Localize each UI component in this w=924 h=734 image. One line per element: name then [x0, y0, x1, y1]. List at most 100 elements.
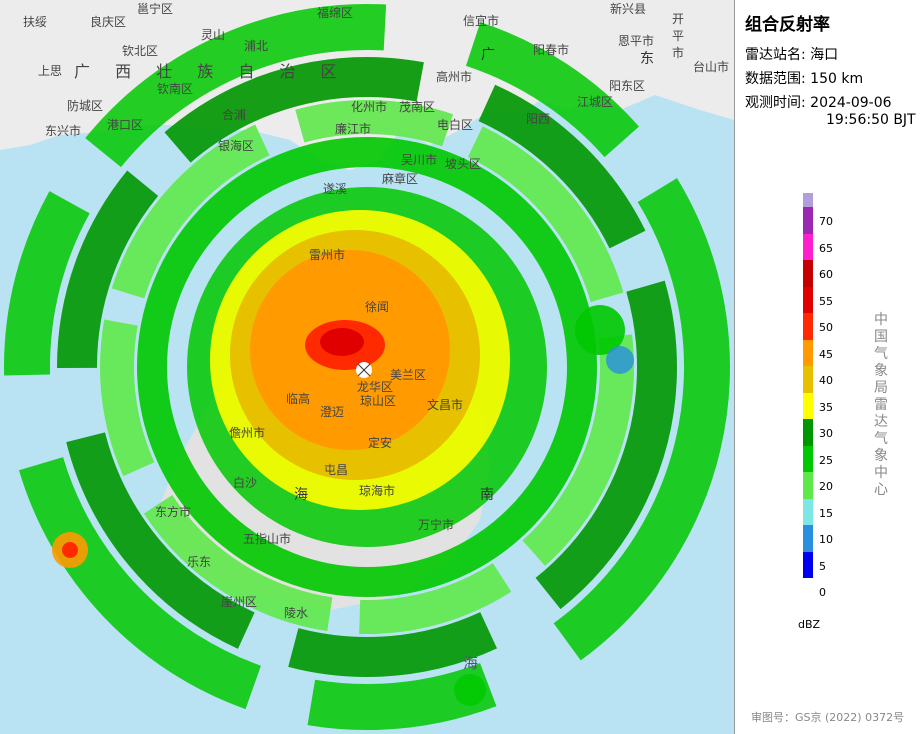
legend-swatch: [803, 193, 813, 207]
map-label: 陵水: [284, 606, 309, 620]
legend-tick-label: 50: [819, 321, 833, 334]
map-approval-number: 审图号：GS京 (2022) 0372号: [751, 711, 905, 724]
map-label: 银海区: [218, 139, 255, 153]
map-label: 广: [481, 47, 503, 63]
legend-swatch: [803, 392, 813, 419]
map-label: 临高: [286, 392, 311, 406]
legend-swatch: [803, 445, 813, 472]
map-label: 白沙: [233, 476, 258, 490]
range-row: 数据范围: 150 km: [745, 68, 863, 88]
map-label: 东兴市: [45, 124, 82, 138]
legend-swatch: [803, 551, 813, 578]
legend-tick-label: 70: [819, 215, 833, 228]
time-clock: 19:56:50 BJT: [826, 112, 916, 128]
map-label: 钦南区: [157, 82, 194, 96]
radar-image: [0, 0, 734, 730]
map-label: 南: [480, 487, 502, 503]
map-label: 阳西: [526, 112, 551, 126]
station-label: 雷达站名:: [745, 47, 806, 63]
map-label: 开平市: [672, 12, 685, 60]
legend-tick-label: 35: [819, 400, 833, 414]
map-label: 高州市: [436, 70, 473, 84]
time-label: 观测时间:: [745, 95, 806, 111]
legend-tick-label: 10: [819, 533, 833, 546]
map-label: 乐东: [187, 555, 212, 569]
legend-swatch: [803, 233, 813, 260]
legend-tick-label: 20: [819, 480, 833, 493]
legend-tick-label: 30: [819, 427, 833, 440]
legend-swatch: [803, 286, 813, 313]
legend-tick-label: 25: [819, 453, 833, 467]
map-label: 琼山区: [360, 394, 397, 408]
map-label: 雷州市: [309, 248, 346, 262]
legend-tick-label: 5: [819, 559, 826, 573]
map-label: 茂南区: [399, 100, 436, 114]
legend-tick-label: 55: [819, 294, 833, 308]
legend-swatch: [803, 366, 813, 393]
echo-layer: [4, 4, 730, 730]
map-label: 澄迈: [320, 405, 345, 419]
legend-swatch: [803, 525, 813, 552]
map-label: 坡头区: [445, 157, 482, 171]
legend-tick-label: 60: [819, 268, 833, 281]
map-label: 钦北区: [122, 44, 159, 58]
map-label: 福绵区: [317, 6, 354, 20]
map-label: 崖州区: [221, 595, 258, 609]
range-value: 150 km: [810, 71, 864, 87]
legend-swatch: [803, 472, 813, 499]
map-label: 定安: [368, 436, 393, 450]
map-label: 信宜市: [463, 14, 500, 28]
map-label: 吴川市: [401, 153, 438, 167]
time-date: 2024-09-06: [810, 95, 892, 111]
station-row: 雷达站名: 海口: [745, 44, 838, 64]
map-label: 广 西 壮 族 自 治 区: [74, 62, 347, 81]
map-label: 阳春市: [533, 43, 570, 57]
map-label: 麻章区: [382, 172, 419, 186]
radar-map[interactable]: 扶绥 良庆区 邕宁区 福绵区 信宜市 新兴县 开平市 钦北区 灵山 浦北 阳春市…: [0, 0, 734, 734]
color-legend: [803, 193, 813, 578]
map-label: 良庆区: [90, 15, 127, 29]
map-label: 琼海市: [359, 484, 396, 498]
map-label: 廉江市: [335, 122, 372, 136]
map-label: 扶绥: [23, 15, 48, 29]
map-label: 文昌市: [427, 398, 464, 412]
legend-tick-label: 15: [819, 506, 833, 520]
map-label: 美兰区: [390, 368, 427, 382]
legend-swatch: [803, 313, 813, 340]
legend-tick-label: 65: [819, 241, 833, 255]
map-label: 徐闻: [365, 300, 390, 314]
map-label: 台山市: [693, 60, 730, 74]
map-label: 五指山市: [243, 532, 292, 546]
map-label: 东方市: [155, 505, 192, 519]
map-label: 遂溪: [323, 182, 348, 196]
map-label: 儋州市: [229, 426, 266, 440]
legend-unit: dBZ: [798, 618, 821, 631]
legend-swatch: [803, 207, 813, 234]
map-label: 东: [640, 51, 662, 67]
map-label: 恩平市: [618, 34, 655, 48]
map-label: 港口区: [107, 118, 144, 132]
range-label: 数据范围:: [745, 71, 806, 87]
map-label: 阳东区: [609, 79, 646, 93]
map-label: 浦北: [244, 39, 269, 53]
map-label: 化州市: [351, 100, 388, 114]
legend-swatch: [803, 339, 813, 366]
map-label: 万宁市: [418, 518, 455, 532]
map-label: 合浦: [222, 108, 247, 122]
legend-swatch: [803, 498, 813, 525]
station-value: 海口: [810, 47, 839, 63]
legend-swatch: [803, 260, 813, 287]
map-label: 海: [463, 654, 479, 672]
map-label: 新兴县: [610, 2, 647, 16]
product-title: 组合反射率: [745, 15, 830, 35]
legend-swatch: [803, 419, 813, 446]
organization-label: 中国气象局雷达气象中心: [874, 312, 888, 498]
map-label: 龙华区: [357, 380, 394, 394]
legend-tick-label: 40: [819, 374, 833, 387]
time-row: 观测时间: 2024-09-06: [745, 92, 892, 112]
map-label: 防城区: [67, 99, 104, 113]
map-label: 海: [294, 487, 316, 503]
map-label: 邕宁区: [137, 2, 174, 16]
map-label: 上思: [38, 64, 63, 78]
